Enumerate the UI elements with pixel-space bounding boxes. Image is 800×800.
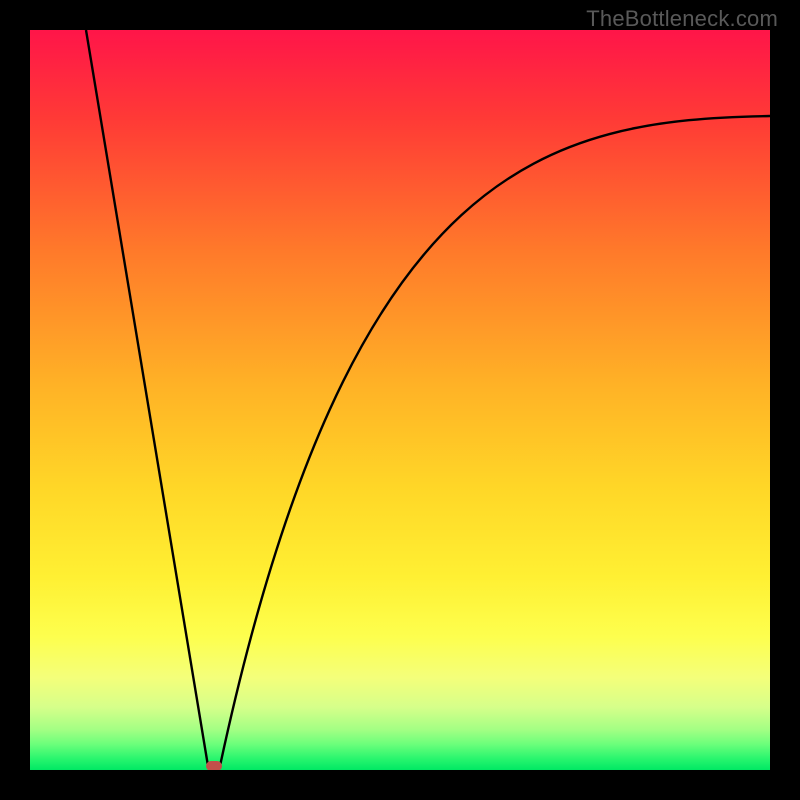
watermark-text: TheBottleneck.com [586, 6, 778, 32]
curve [30, 30, 770, 770]
curve-left-branch [86, 30, 208, 766]
chart-container: TheBottleneck.com [0, 0, 800, 800]
vertex-marker [206, 761, 222, 770]
plot-area [30, 30, 770, 770]
curve-right-branch [220, 116, 770, 766]
